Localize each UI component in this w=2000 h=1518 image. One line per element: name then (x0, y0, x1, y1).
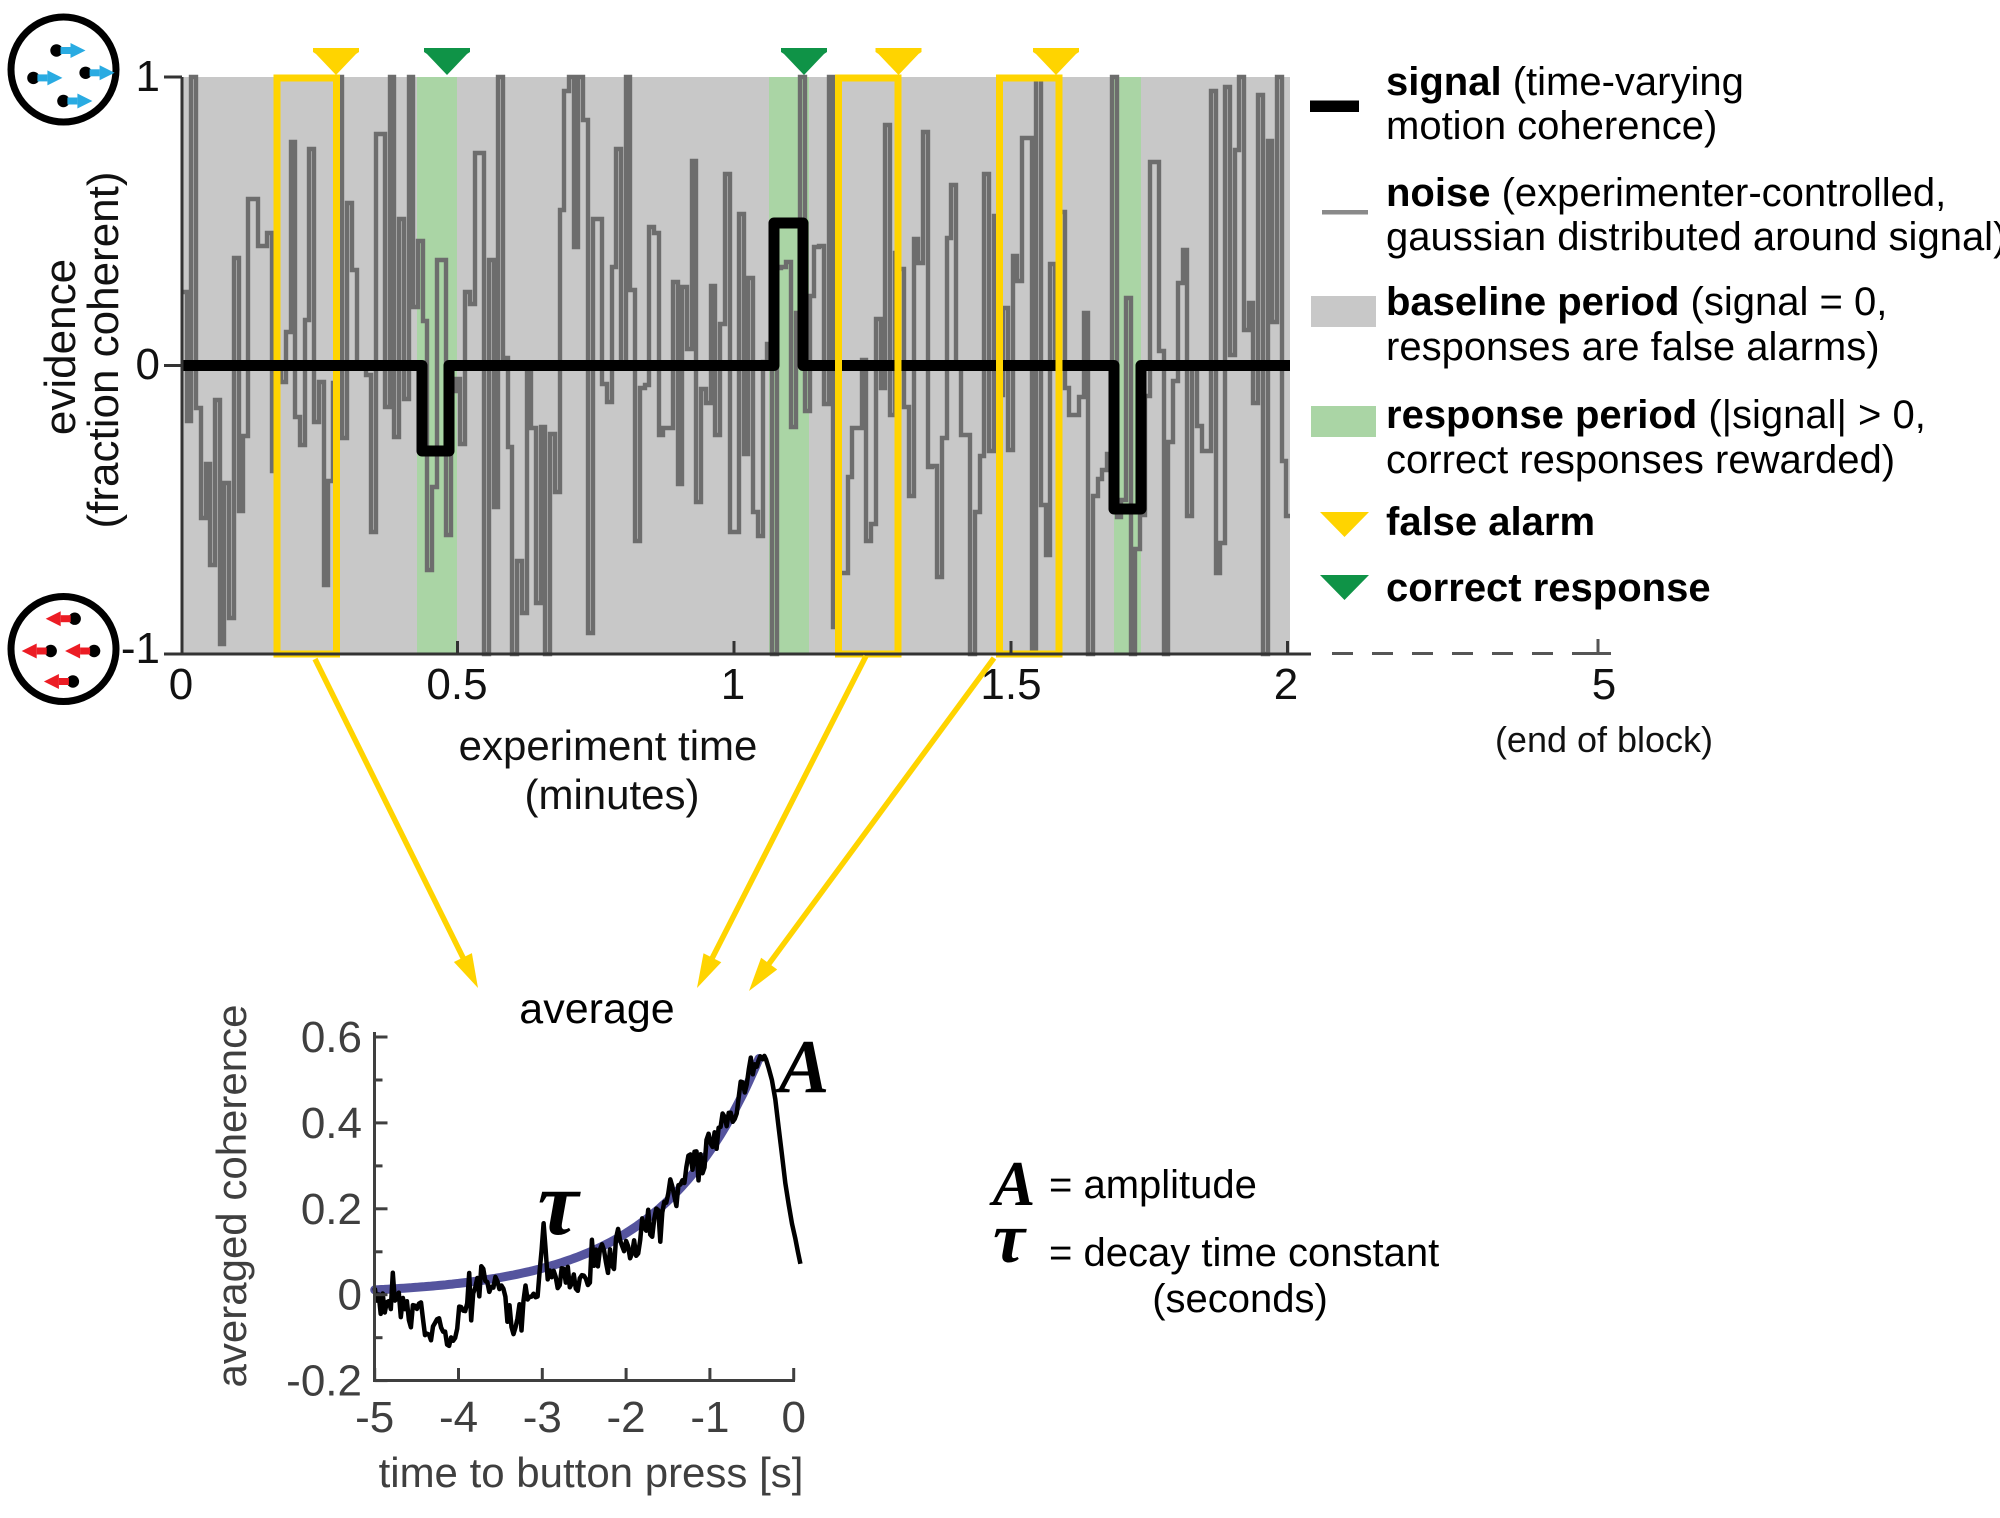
svg-text:noise (experimenter-controlled: noise (experimenter-controlled, (1386, 171, 1946, 215)
svg-text:averaged coherence: averaged coherence (208, 1005, 255, 1388)
svg-text:A: A (775, 1025, 830, 1109)
svg-text:(seconds): (seconds) (1152, 1277, 1328, 1321)
svg-text:1: 1 (136, 52, 160, 101)
svg-text:(end of block): (end of block) (1495, 719, 1713, 760)
svg-text:evidence: evidence (36, 259, 85, 435)
svg-text:= decay time constant: = decay time constant (1049, 1231, 1439, 1275)
svg-text:0.2: 0.2 (301, 1185, 362, 1234)
svg-text:-2: -2 (607, 1393, 646, 1442)
svg-text:= amplitude: = amplitude (1049, 1163, 1257, 1207)
svg-text:time to button press [s]: time to button press [s] (379, 1449, 804, 1496)
svg-text:5: 5 (1592, 660, 1616, 709)
svg-text:experiment time: experiment time (459, 722, 758, 769)
svg-text:false alarm: false alarm (1386, 500, 1595, 544)
svg-text:responses are false alarms): responses are false alarms) (1386, 325, 1880, 369)
svg-text:average: average (519, 985, 674, 1033)
svg-text:-4: -4 (439, 1393, 478, 1442)
svg-text:0.5: 0.5 (426, 660, 487, 709)
svg-text:-1: -1 (690, 1393, 729, 1442)
svg-text:0.6: 0.6 (301, 1013, 362, 1062)
svg-text:2: 2 (1274, 660, 1298, 709)
svg-text:-0.2: -0.2 (286, 1357, 362, 1406)
svg-text:0.4: 0.4 (301, 1099, 362, 1148)
svg-text:A: A (989, 1148, 1036, 1219)
svg-text:correct response: correct response (1386, 566, 1711, 610)
svg-text:-1: -1 (121, 624, 160, 673)
svg-text:0: 0 (136, 340, 160, 389)
svg-text:motion coherence): motion coherence) (1386, 104, 1717, 148)
svg-text:0: 0 (169, 660, 193, 709)
svg-text:(fraction coherent): (fraction coherent) (79, 171, 128, 528)
svg-text:(minutes): (minutes) (524, 771, 699, 818)
svg-text:-5: -5 (355, 1393, 394, 1442)
svg-text:-3: -3 (523, 1393, 562, 1442)
svg-text:signal (time-varying: signal (time-varying (1386, 60, 1744, 104)
svg-text:response period (|signal| > 0,: response period (|signal| > 0, (1386, 393, 1926, 437)
svg-text:correct responses rewarded): correct responses rewarded) (1386, 438, 1895, 482)
svg-text:τ: τ (538, 1152, 582, 1254)
svg-text:0: 0 (781, 1393, 805, 1442)
svg-text:baseline period (signal = 0,: baseline period (signal = 0, (1386, 280, 1887, 324)
svg-text:0: 0 (338, 1271, 362, 1320)
svg-text:gaussian distributed around si: gaussian distributed around signal) (1386, 215, 2000, 259)
svg-text:τ: τ (993, 1198, 1027, 1278)
svg-text:1: 1 (721, 660, 745, 709)
svg-text:1.5: 1.5 (980, 660, 1041, 709)
